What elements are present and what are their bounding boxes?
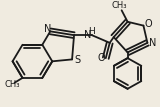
Text: N: N — [44, 24, 51, 34]
Text: CH₃: CH₃ — [5, 80, 20, 89]
Text: S: S — [74, 55, 80, 65]
Text: N: N — [84, 30, 92, 40]
Text: CH₃: CH₃ — [112, 1, 127, 10]
Text: N: N — [149, 38, 156, 48]
Text: H: H — [88, 27, 95, 36]
Text: O: O — [145, 19, 152, 29]
Text: O: O — [98, 53, 106, 63]
